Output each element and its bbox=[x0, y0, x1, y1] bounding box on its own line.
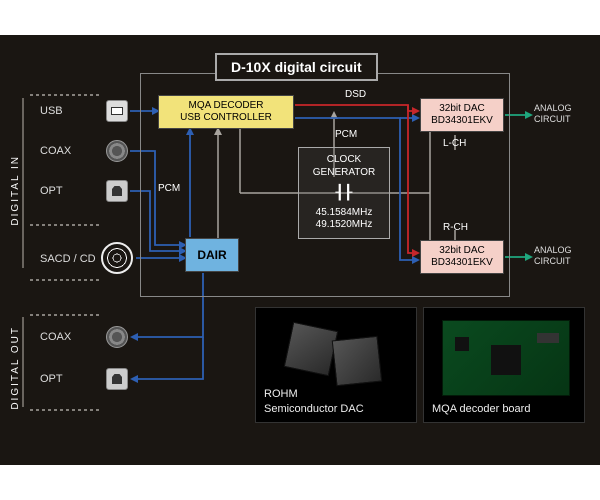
title-box: D-10X digital circuit bbox=[215, 53, 378, 81]
clock-block: CLOCK GENERATOR ┨┠ 45.1584MHz 49.1520MHz bbox=[298, 147, 390, 239]
dac-top-l1: 32bit DAC bbox=[439, 103, 485, 116]
dac-top-block: 32bit DAC BD34301EKV bbox=[420, 98, 504, 132]
pcm-left-label: PCM bbox=[158, 183, 180, 194]
rohm-l2: Semiconductor DAC bbox=[264, 402, 364, 416]
lch-label: L-CH bbox=[443, 138, 466, 149]
dac-top-l2: BD34301EKV bbox=[431, 115, 493, 128]
dair-block: DAIR bbox=[185, 238, 239, 272]
pcm-top-label: PCM bbox=[335, 129, 357, 140]
chip-icon-2 bbox=[332, 336, 383, 387]
mqa-block: MQA DECODER USB CONTROLLER bbox=[158, 95, 294, 129]
clock-f1: 45.1584MHz bbox=[316, 207, 373, 220]
mqa-line2: USB CONTROLLER bbox=[180, 112, 272, 125]
analog2-l1: ANALOG bbox=[534, 245, 572, 255]
dac-bot-l2: BD34301EKV bbox=[431, 257, 493, 270]
rohm-photo: ROHM Semiconductor DAC bbox=[255, 307, 417, 423]
analog1-l1: ANALOG bbox=[534, 103, 572, 113]
analog2-l2: CIRCUIT bbox=[534, 256, 571, 266]
clock-title: CLOCK bbox=[327, 154, 361, 167]
dsd-label: DSD bbox=[345, 89, 366, 100]
rch-label: R-CH bbox=[443, 222, 468, 233]
clock-f2: 49.1520MHz bbox=[316, 219, 373, 232]
mqa-photo-caption: MQA decoder board bbox=[432, 403, 530, 415]
pcb-icon bbox=[442, 320, 570, 396]
dac-bot-l1: 32bit DAC bbox=[439, 245, 485, 258]
analog1-l2: CIRCUIT bbox=[534, 114, 571, 124]
rohm-l1: ROHM bbox=[264, 387, 364, 401]
chip-icon-1 bbox=[284, 322, 339, 377]
crystal-icon: ┨┠ bbox=[336, 185, 353, 203]
diagram-stage: DIGITAL IN DIGITAL OUT USB COAX OPT SACD… bbox=[0, 35, 600, 465]
title-text: D-10X digital circuit bbox=[231, 59, 362, 75]
mqa-line1: MQA DECODER bbox=[188, 100, 263, 113]
dac-bot-block: 32bit DAC BD34301EKV bbox=[420, 240, 504, 274]
dair-text: DAIR bbox=[197, 248, 226, 263]
clock-sub: GENERATOR bbox=[313, 167, 375, 180]
mqa-photo: MQA decoder board bbox=[423, 307, 585, 423]
